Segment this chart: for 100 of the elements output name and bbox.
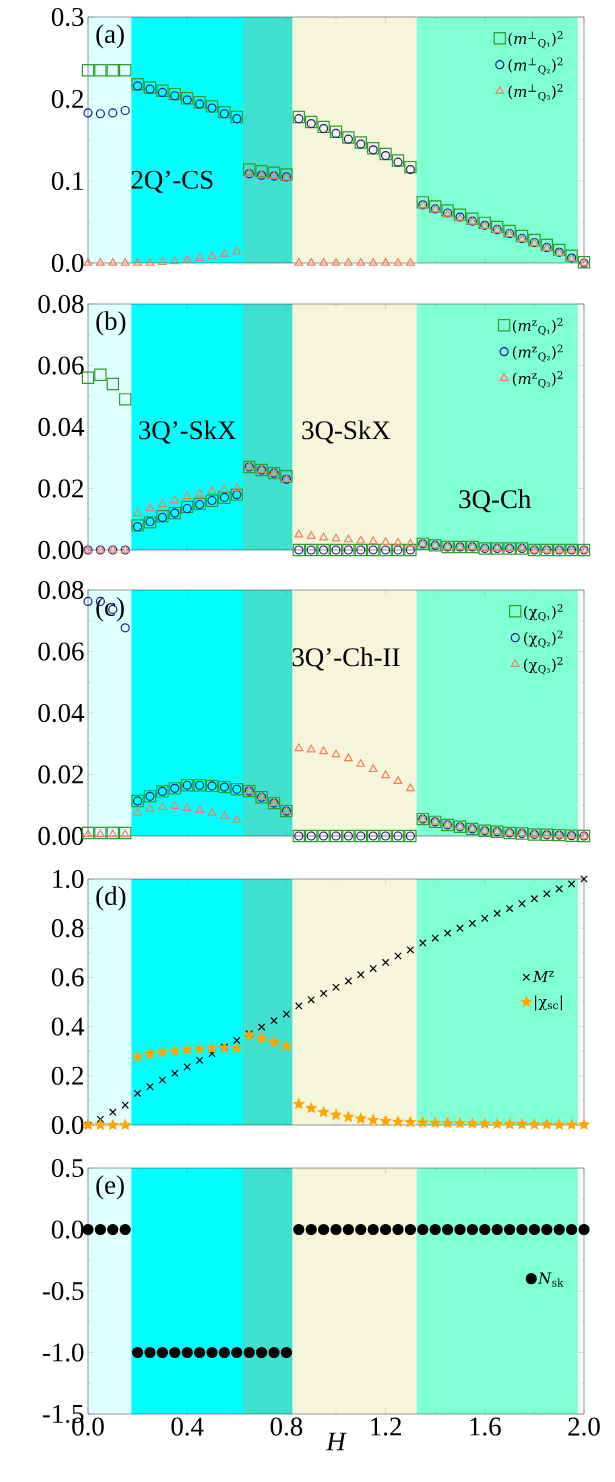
point <box>119 64 132 77</box>
point <box>219 811 229 819</box>
point <box>195 805 205 813</box>
point <box>306 258 316 266</box>
point <box>232 815 242 823</box>
point <box>343 1111 354 1122</box>
point <box>232 246 242 255</box>
point <box>281 1040 292 1051</box>
point <box>331 533 341 542</box>
annotation: (c) <box>96 597 124 622</box>
legend-label: (m$^{⊥}$$_{Q₁}$)$^{2}$ <box>508 31 563 49</box>
y-tick-label: 0.0 <box>51 1115 84 1135</box>
annotation: 3Q’-SkX <box>139 420 237 444</box>
y-tick-label: 0.6 <box>51 968 84 987</box>
point <box>144 1048 156 1059</box>
point <box>146 1082 154 1091</box>
point <box>119 1119 131 1130</box>
y-tick-label: 0.06 <box>38 642 84 661</box>
x-tick-label: 1.2 <box>371 1417 401 1436</box>
point <box>218 105 231 119</box>
point <box>195 253 205 261</box>
point <box>133 807 143 816</box>
point <box>543 889 551 898</box>
point <box>369 964 377 973</box>
point <box>119 393 132 406</box>
point <box>133 1089 142 1098</box>
x-axis-title: H <box>326 1432 347 1451</box>
legend-label: (m$^{z}$$_{Q₂}$)$^{2}$ <box>512 344 563 362</box>
point <box>132 1051 143 1062</box>
point <box>441 204 454 217</box>
y-tick-label: 0.2 <box>51 89 83 109</box>
point <box>157 802 167 810</box>
point <box>294 114 304 124</box>
point <box>419 939 427 947</box>
point <box>94 368 107 381</box>
y-tick-label: 0.00 <box>38 826 84 846</box>
legend-label: (m$^{⊥}$$_{Q₂}$)$^{2}$ <box>508 57 563 75</box>
point <box>170 256 180 265</box>
point <box>106 377 119 391</box>
point <box>108 108 118 118</box>
y-tick-label: 0.00 <box>38 540 84 560</box>
legend-label: (χ$_{Q₂}$)$^{2}$ <box>523 630 563 648</box>
point <box>120 258 130 266</box>
point <box>454 1117 466 1128</box>
point <box>295 1002 303 1010</box>
point <box>219 484 229 493</box>
point <box>219 249 229 257</box>
point <box>182 254 192 263</box>
y-tick-label: 0.02 <box>38 479 83 498</box>
point <box>566 1119 577 1130</box>
legend-label: (m$^{⊥}$$_{Q₃}$)$^{2}$ <box>508 83 563 102</box>
point <box>95 109 105 119</box>
point <box>207 807 217 816</box>
point <box>392 1116 404 1127</box>
y-tick-label: 0.8 <box>51 919 84 938</box>
annotation: 2Q’-CS <box>131 170 213 193</box>
point <box>553 1119 565 1130</box>
legend-label: M$^{z}$ <box>532 971 554 982</box>
point <box>293 1098 305 1109</box>
y-tick-label: 0.5 <box>51 1158 84 1178</box>
point <box>468 919 477 928</box>
point <box>516 1118 528 1129</box>
point <box>207 486 217 495</box>
annotation: (e) <box>96 1175 124 1200</box>
point <box>404 160 417 174</box>
point <box>94 64 107 77</box>
point <box>306 119 316 129</box>
point <box>107 1119 119 1130</box>
legend-label: (m$^{z}$$_{Q₃}$)$^{2}$ <box>512 370 563 389</box>
y-tick-label: 0.02 <box>38 765 83 784</box>
y-tick-label: 0.08 <box>38 294 84 314</box>
y-tick-label: 0.06 <box>38 356 84 375</box>
point <box>232 114 242 124</box>
point <box>380 1115 391 1126</box>
point <box>83 596 93 606</box>
point <box>481 914 489 923</box>
point <box>106 64 119 77</box>
point <box>95 1119 106 1130</box>
point <box>195 1056 204 1065</box>
point <box>294 743 304 752</box>
point <box>331 258 341 266</box>
point <box>343 753 353 762</box>
point <box>305 1102 317 1113</box>
point <box>171 1069 179 1078</box>
point <box>133 258 143 266</box>
point <box>442 1117 453 1128</box>
point <box>417 1116 429 1128</box>
y-tick-label: 0.2 <box>51 1066 83 1085</box>
point <box>206 1042 218 1053</box>
annotation: (a) <box>96 24 124 49</box>
point <box>381 537 391 546</box>
point <box>393 258 403 266</box>
point <box>95 258 105 266</box>
x-tick-label: 2.0 <box>568 1417 600 1436</box>
point <box>416 196 429 209</box>
point <box>541 1118 553 1130</box>
y-tick-label: -0.5 <box>42 1281 84 1301</box>
y-tick-label: 0.08 <box>38 580 84 600</box>
point <box>319 532 329 541</box>
point <box>282 1010 291 1018</box>
